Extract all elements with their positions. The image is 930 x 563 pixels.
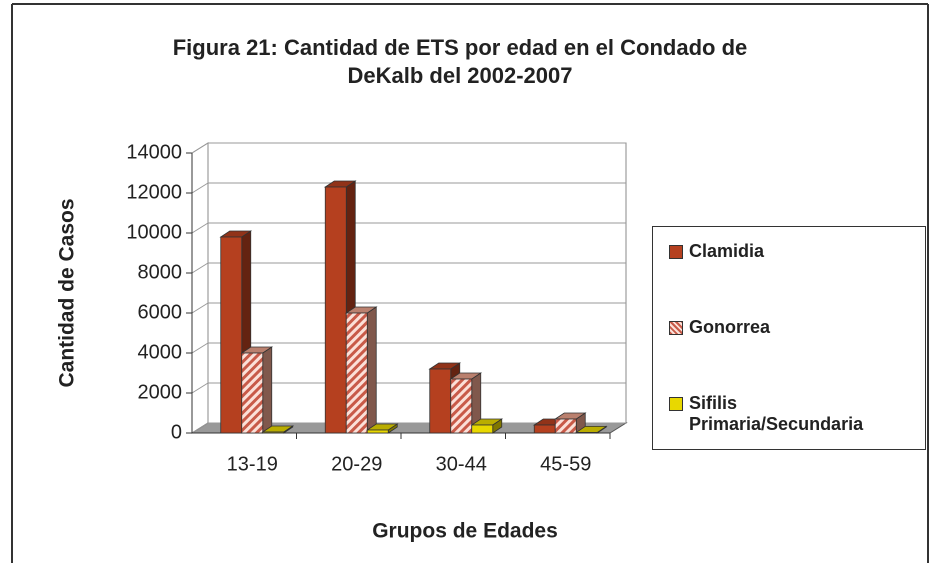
legend-swatch bbox=[669, 245, 683, 259]
side-wall bbox=[191, 142, 209, 434]
legend-entry: Sifilis Primaria/Secundaria bbox=[669, 393, 919, 435]
x-tick-label: 13-19 bbox=[227, 453, 278, 475]
grid-line bbox=[191, 302, 209, 314]
bar bbox=[324, 186, 347, 434]
grid-line bbox=[191, 142, 209, 154]
x-tick-label: 20-29 bbox=[331, 453, 382, 475]
bar bbox=[366, 429, 389, 434]
grid-line bbox=[191, 342, 209, 354]
grid-line bbox=[191, 382, 209, 394]
legend: Clamidia Gonorrea Sifilis Primaria/Secunda… bbox=[652, 226, 926, 450]
bar bbox=[575, 431, 598, 434]
legend-label: Clamidia bbox=[689, 241, 765, 261]
bar bbox=[220, 236, 243, 434]
grid-line bbox=[191, 262, 209, 274]
bar bbox=[241, 352, 264, 434]
y-tick-label: 0 bbox=[171, 421, 182, 443]
y-tick-label: 12000 bbox=[126, 181, 182, 203]
y-tick-label: 14000 bbox=[126, 141, 182, 163]
chart-title: Figura 21: Cantidad de ETS por edad en e… bbox=[172, 35, 748, 88]
bar bbox=[345, 312, 368, 434]
y-tick-label: 10000 bbox=[126, 221, 182, 243]
bar bbox=[533, 424, 556, 434]
legend-swatch bbox=[669, 397, 683, 411]
bar bbox=[450, 378, 473, 434]
grid-line bbox=[191, 222, 209, 234]
bar-side bbox=[262, 346, 273, 434]
bar-side bbox=[366, 306, 377, 434]
bar bbox=[429, 368, 452, 434]
legend-entry: Gonorrea bbox=[669, 317, 919, 338]
bar bbox=[471, 424, 494, 434]
bar bbox=[262, 431, 285, 434]
x-tick-label: 45-59 bbox=[540, 453, 591, 475]
y-tick-label: 4000 bbox=[138, 341, 183, 363]
legend-label: Sifilis Primaria/Secundaria bbox=[689, 393, 864, 434]
legend-label: Gonorrea bbox=[689, 317, 771, 337]
y-axis-label: Cantidad de Casos bbox=[56, 198, 79, 387]
x-tick-label: 30-44 bbox=[436, 453, 487, 475]
x-axis-label: Grupos de Edades bbox=[372, 520, 558, 543]
grid-line bbox=[191, 422, 209, 434]
y-tick-label: 8000 bbox=[138, 261, 183, 283]
legend-swatch bbox=[669, 321, 683, 335]
legend-entry: Clamidia bbox=[669, 241, 919, 262]
y-tick-label: 2000 bbox=[138, 381, 183, 403]
grid-line bbox=[191, 182, 209, 194]
bar bbox=[554, 418, 577, 434]
y-tick-label: 6000 bbox=[138, 301, 183, 323]
